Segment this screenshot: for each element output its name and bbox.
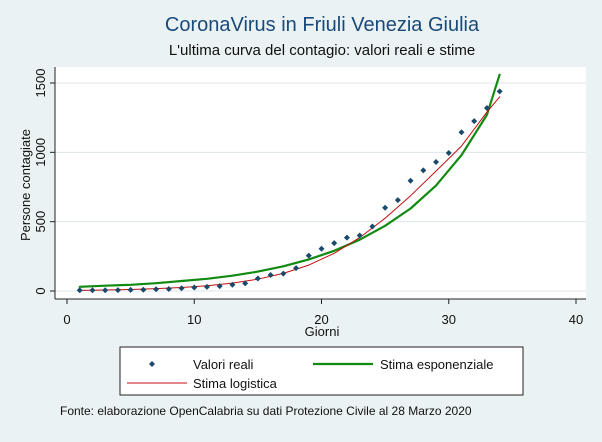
data-point [102, 287, 109, 294]
legend-box [119, 346, 524, 396]
y-tick-label: 1000 [33, 138, 48, 167]
data-point [445, 150, 452, 157]
legend-marker-valori-reali [149, 361, 155, 367]
data-point [331, 240, 338, 247]
x-tick-label: 10 [187, 312, 201, 327]
legend-label-stima-esponenziale: Stima esponenziale [380, 357, 493, 372]
data-point [203, 283, 210, 290]
data-point [280, 270, 287, 277]
data-point [394, 197, 401, 204]
data-point [89, 287, 96, 294]
x-axis-title: Giorni [305, 324, 340, 339]
data-point [229, 281, 236, 288]
data-point [420, 167, 427, 174]
x-tick-label: 40 [569, 312, 583, 327]
data-point [382, 204, 389, 211]
data-point [496, 88, 503, 95]
data-point [471, 118, 478, 125]
data-point [407, 177, 414, 184]
data-point [216, 283, 223, 290]
data-point [114, 287, 121, 294]
y-tick-label: 500 [33, 211, 48, 233]
data-point [153, 286, 160, 293]
data-point [305, 252, 312, 259]
data-point [178, 285, 185, 292]
chart-title: CoronaVirus in Friuli Venezia Giulia [165, 14, 480, 36]
legend-label-valori-reali: Valori reali [193, 357, 254, 372]
data-point [433, 159, 440, 166]
data-point [267, 272, 274, 279]
data-point [369, 223, 376, 230]
legend-label-stima-logistica: Stima logistica [193, 376, 278, 391]
data-point [356, 232, 363, 239]
data-point [343, 234, 350, 241]
series-line-stima-esponenziale [78, 73, 501, 288]
x-tick-label: 0 [63, 312, 70, 327]
data-point [483, 104, 490, 111]
data-point [293, 265, 300, 272]
data-point [165, 286, 172, 293]
source-note: Fonte: elaborazione OpenCalabria su dati… [60, 404, 472, 418]
y-axis-title: Persone contagiate [18, 129, 33, 241]
data-point [458, 129, 465, 136]
data-point [140, 286, 147, 293]
data-point [76, 287, 83, 294]
plot-area [55, 67, 586, 299]
data-point [242, 280, 249, 287]
data-point [318, 245, 325, 252]
data-point [254, 275, 261, 282]
x-tick-label: 20 [314, 312, 328, 327]
data-point [191, 284, 198, 291]
x-tick-label: 30 [442, 312, 456, 327]
data-point [127, 286, 134, 293]
chart-subtitle: L'ultima curva del contagio: valori real… [169, 42, 475, 59]
y-tick-label: 0 [33, 287, 48, 294]
y-tick-label: 1500 [33, 69, 48, 98]
